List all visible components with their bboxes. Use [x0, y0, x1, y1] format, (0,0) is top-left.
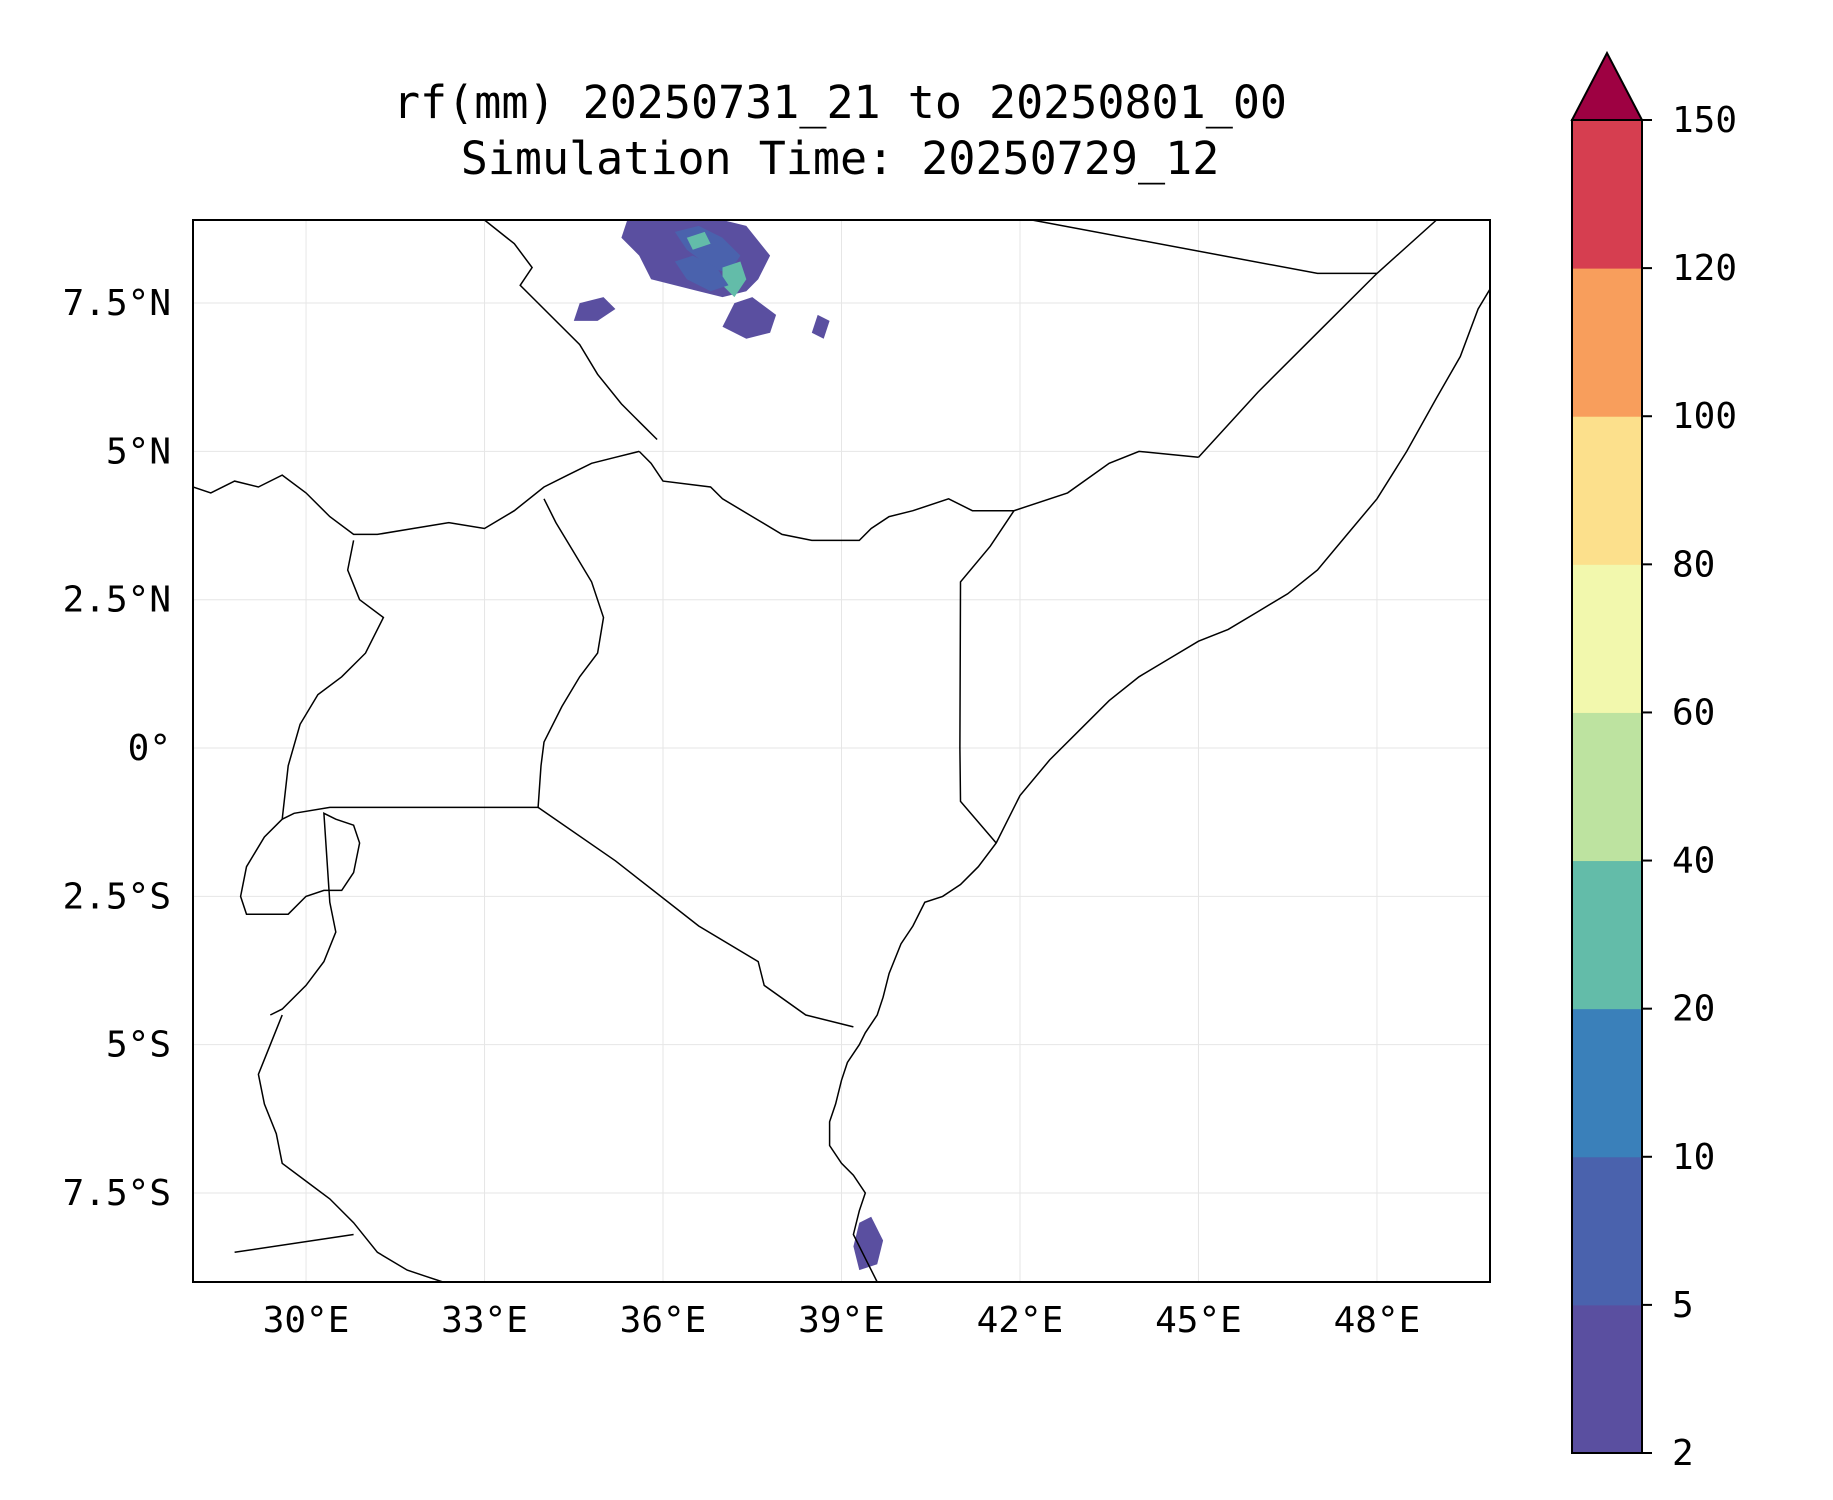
colorbar-tick-label: 120 — [1672, 248, 1737, 289]
colorbar-segment — [1572, 120, 1642, 269]
y-tick-label: 7.5°S — [63, 1173, 171, 1214]
rain-patch — [722, 297, 777, 339]
colorbar-segment — [1572, 268, 1642, 417]
colorbar-tick-label: 150 — [1672, 100, 1737, 141]
border-line — [281, 498, 605, 821]
x-tick-label: 30°E — [263, 1300, 350, 1341]
colorbar-tick-label: 80 — [1672, 544, 1715, 585]
rain-patch — [674, 255, 729, 292]
border-line — [1197, 220, 1438, 458]
colorbar-segment — [1572, 712, 1642, 862]
colorbar-segment — [1572, 1304, 1642, 1454]
colorbar-segment — [1572, 564, 1642, 713]
y-tick-label: 2.5°S — [63, 876, 171, 917]
border-line — [828, 287, 1490, 1282]
border-line — [537, 806, 854, 1028]
axis-ticks: 30°E 33°E 36°E 39°E 42°E 45°E 48°E 7.5°N 5°N 2.5°… — [63, 283, 1421, 1341]
border-line — [193, 450, 640, 536]
y-tick-label: 0° — [128, 728, 171, 769]
border-line — [239, 812, 361, 1016]
border-line — [234, 1233, 354, 1254]
colorbar-tick-label: 100 — [1672, 396, 1737, 437]
grid-lines — [193, 220, 1490, 1282]
x-tick-label: 39°E — [798, 1300, 885, 1341]
colorbar-tick-label: 2 — [1672, 1433, 1694, 1474]
plot-title-line-1: rf(mm) 20250731_21 to 20250801_00 — [392, 76, 1288, 129]
colorbar-tick-label: 10 — [1672, 1137, 1715, 1178]
colorbar-tick-label: 40 — [1672, 841, 1715, 882]
colorbar: 2 5 10 20 40 60 80 100 120 150 — [1570, 50, 1737, 1474]
colorbar-tick-label: 20 — [1672, 989, 1715, 1030]
y-tick-label: 5°N — [106, 431, 171, 472]
plot-title-line-2: Simulation Time: 20250729_12 — [460, 132, 1220, 185]
rainfall-contours — [573, 220, 884, 1271]
border-line — [638, 450, 1199, 542]
border-line — [1031, 220, 1377, 275]
colorbar-segment — [1572, 1008, 1642, 1158]
rain-patch — [686, 231, 711, 250]
x-tick-label: 42°E — [977, 1300, 1064, 1341]
y-tick-label: 7.5°N — [63, 283, 171, 324]
rain-patch — [811, 314, 830, 339]
x-tick-label: 36°E — [620, 1300, 707, 1341]
colorbar-segment — [1572, 860, 1642, 1010]
rain-patch — [722, 261, 747, 298]
country-borders — [193, 220, 1490, 1282]
x-tick-label: 33°E — [441, 1300, 528, 1341]
y-tick-label: 2.5°N — [63, 580, 171, 621]
border-line — [959, 510, 1015, 844]
border-line — [484, 220, 658, 441]
border-line — [257, 1014, 461, 1282]
colorbar-tick-label: 60 — [1672, 692, 1715, 733]
colorbar-extend-arrow — [1570, 50, 1644, 121]
x-tick-label: 45°E — [1155, 1300, 1242, 1341]
colorbar-tick-label: 5 — [1672, 1285, 1694, 1326]
y-tick-label: 5°S — [106, 1025, 171, 1066]
map-frame — [192, 219, 1491, 1283]
x-tick-label: 48°E — [1334, 1300, 1421, 1341]
rain-patch — [573, 297, 616, 321]
colorbar-segment — [1572, 416, 1642, 565]
colorbar-segment — [1572, 1156, 1642, 1306]
rain-patch — [853, 1216, 884, 1271]
colorbar-frame — [1571, 119, 1643, 1454]
